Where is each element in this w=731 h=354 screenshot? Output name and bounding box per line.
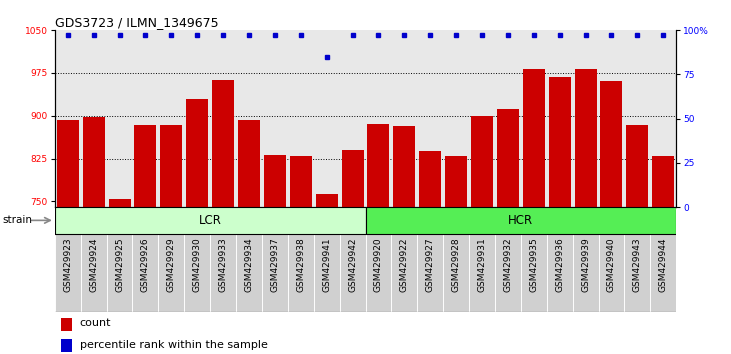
Bar bbox=[61, 318, 72, 331]
Bar bbox=[575, 69, 596, 207]
Bar bbox=[368, 124, 390, 207]
Text: GSM429936: GSM429936 bbox=[555, 238, 564, 292]
Bar bbox=[393, 126, 415, 207]
FancyBboxPatch shape bbox=[262, 234, 288, 312]
Text: GSM429944: GSM429944 bbox=[659, 238, 667, 292]
Bar bbox=[57, 120, 79, 207]
FancyBboxPatch shape bbox=[599, 234, 624, 312]
Bar bbox=[264, 155, 286, 207]
FancyBboxPatch shape bbox=[366, 234, 391, 312]
FancyBboxPatch shape bbox=[288, 234, 314, 312]
Text: GSM429922: GSM429922 bbox=[400, 238, 409, 292]
Text: strain: strain bbox=[2, 215, 32, 225]
Text: GSM429941: GSM429941 bbox=[322, 238, 331, 292]
Bar bbox=[316, 194, 338, 207]
Text: GSM429940: GSM429940 bbox=[607, 238, 616, 292]
Text: GSM429926: GSM429926 bbox=[141, 238, 150, 292]
Bar bbox=[600, 81, 623, 207]
Bar bbox=[238, 120, 260, 207]
Text: GSM429929: GSM429929 bbox=[167, 238, 176, 292]
FancyBboxPatch shape bbox=[132, 234, 159, 312]
FancyBboxPatch shape bbox=[211, 234, 236, 312]
FancyBboxPatch shape bbox=[521, 234, 547, 312]
Bar bbox=[626, 125, 648, 207]
Bar bbox=[61, 339, 72, 352]
Bar bbox=[419, 150, 442, 207]
FancyBboxPatch shape bbox=[651, 234, 676, 312]
FancyBboxPatch shape bbox=[391, 234, 417, 312]
Text: GSM429925: GSM429925 bbox=[115, 238, 124, 292]
Bar bbox=[445, 156, 467, 207]
Text: GSM429924: GSM429924 bbox=[89, 238, 98, 292]
FancyBboxPatch shape bbox=[184, 234, 211, 312]
Text: LCR: LCR bbox=[199, 214, 221, 227]
Text: GSM429931: GSM429931 bbox=[477, 238, 487, 292]
Bar bbox=[497, 109, 519, 207]
FancyBboxPatch shape bbox=[495, 234, 521, 312]
FancyBboxPatch shape bbox=[340, 234, 366, 312]
Text: GSM429932: GSM429932 bbox=[504, 238, 512, 292]
Text: GSM429935: GSM429935 bbox=[529, 238, 538, 292]
Text: GSM429942: GSM429942 bbox=[348, 238, 357, 292]
Text: GSM429943: GSM429943 bbox=[633, 238, 642, 292]
Bar bbox=[341, 150, 363, 207]
FancyBboxPatch shape bbox=[547, 234, 572, 312]
Text: count: count bbox=[80, 318, 111, 329]
Bar bbox=[652, 156, 674, 207]
Bar bbox=[160, 125, 182, 207]
FancyBboxPatch shape bbox=[572, 234, 599, 312]
Text: GSM429923: GSM429923 bbox=[64, 238, 72, 292]
Text: percentile rank within the sample: percentile rank within the sample bbox=[80, 339, 268, 350]
Text: GSM429934: GSM429934 bbox=[244, 238, 254, 292]
FancyBboxPatch shape bbox=[236, 234, 262, 312]
Bar bbox=[523, 69, 545, 207]
Bar bbox=[108, 199, 131, 207]
Bar bbox=[471, 116, 493, 207]
Text: GSM429930: GSM429930 bbox=[193, 238, 202, 292]
Text: GSM429928: GSM429928 bbox=[452, 238, 461, 292]
Bar bbox=[135, 125, 156, 207]
Bar bbox=[549, 77, 571, 207]
FancyBboxPatch shape bbox=[469, 234, 495, 312]
FancyBboxPatch shape bbox=[107, 234, 132, 312]
FancyBboxPatch shape bbox=[417, 234, 443, 312]
Bar bbox=[366, 207, 676, 234]
Bar bbox=[289, 156, 312, 207]
Bar bbox=[55, 207, 366, 234]
FancyBboxPatch shape bbox=[55, 234, 80, 312]
FancyBboxPatch shape bbox=[314, 234, 340, 312]
Bar bbox=[186, 99, 208, 207]
Text: GSM429933: GSM429933 bbox=[219, 238, 227, 292]
Bar bbox=[83, 118, 105, 207]
Text: HCR: HCR bbox=[508, 214, 534, 227]
Text: GSM429939: GSM429939 bbox=[581, 238, 590, 292]
Text: GSM429937: GSM429937 bbox=[270, 238, 279, 292]
Text: GSM429938: GSM429938 bbox=[296, 238, 306, 292]
FancyBboxPatch shape bbox=[443, 234, 469, 312]
FancyBboxPatch shape bbox=[159, 234, 184, 312]
Bar bbox=[212, 80, 234, 207]
FancyBboxPatch shape bbox=[80, 234, 107, 312]
FancyBboxPatch shape bbox=[624, 234, 651, 312]
Text: GSM429927: GSM429927 bbox=[425, 238, 435, 292]
Text: GDS3723 / ILMN_1349675: GDS3723 / ILMN_1349675 bbox=[55, 16, 219, 29]
Text: GSM429920: GSM429920 bbox=[374, 238, 383, 292]
